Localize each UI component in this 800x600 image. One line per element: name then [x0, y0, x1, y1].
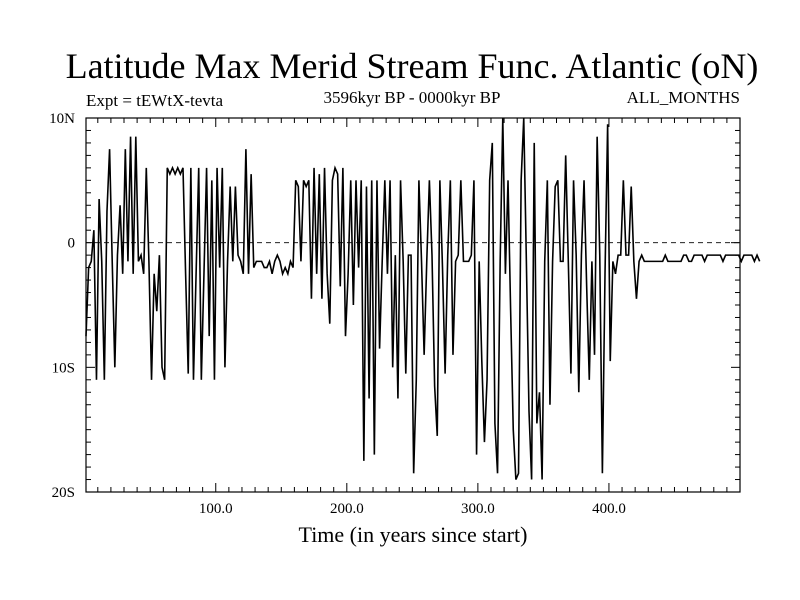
- x-tick-labels: 100.0 200.0 300.0 400.0: [199, 501, 626, 517]
- x-tick-label: 400.0: [592, 501, 626, 517]
- x-tick-label: 200.0: [330, 501, 364, 517]
- chart-title: Latitude Max Merid Stream Func. Atlantic…: [66, 46, 759, 86]
- months-label: ALL_MONTHS: [627, 88, 740, 107]
- series-group: [85, 117, 761, 480]
- plot-frame: [85, 117, 741, 493]
- axis-ticks: [86, 118, 740, 492]
- y-tick-label: 10N: [49, 111, 75, 127]
- experiment-label: Expt = tEWtX-tevta: [86, 91, 224, 110]
- y-tick-labels: 10N 0 10S 20S: [49, 111, 75, 501]
- y-tick-label: 20S: [52, 485, 75, 501]
- time-range-label: 3596kyr BP - 0000kyr BP: [324, 88, 501, 107]
- y-tick-label: 0: [68, 236, 76, 252]
- x-tick-label: 300.0: [461, 501, 495, 517]
- y-tick-label: 10S: [52, 360, 75, 376]
- series-line-0: [85, 117, 761, 480]
- x-axis-label: Time (in years since start): [299, 522, 528, 547]
- x-tick-label: 100.0: [199, 501, 233, 517]
